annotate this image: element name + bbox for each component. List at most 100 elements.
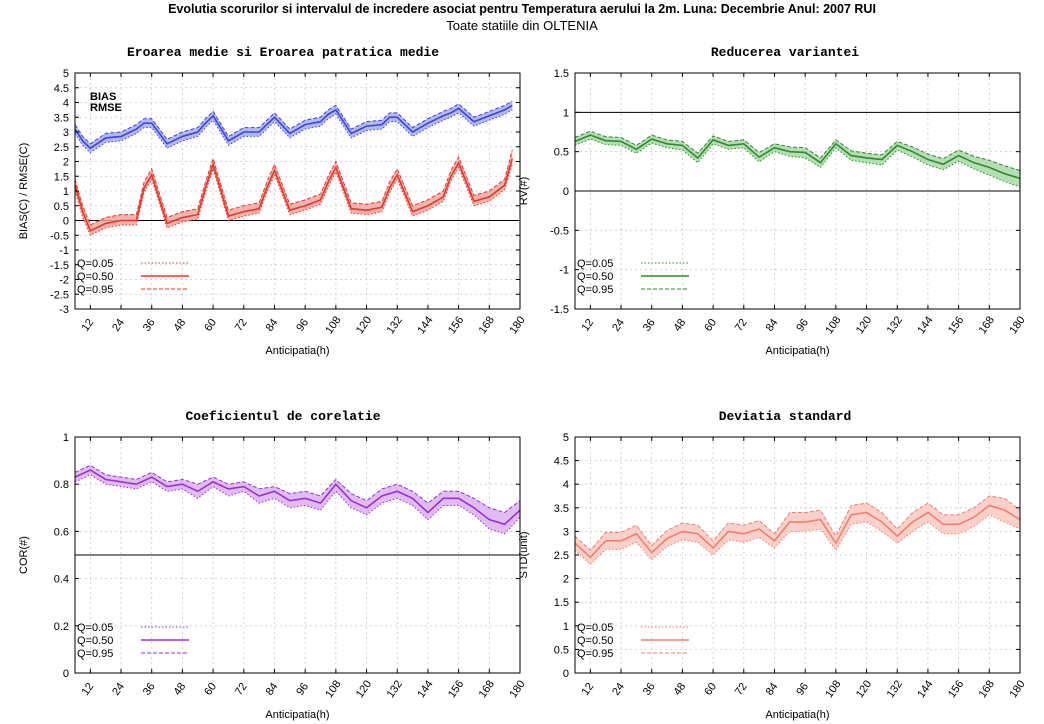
series-line-q05 [74,474,521,535]
y-tick-label: 1.5 [54,171,69,183]
y-tick-label: 0.4 [54,574,69,586]
confidence-band [575,496,1020,565]
panel-title: Deviatia standard [719,409,852,424]
x-tick-label: 120 [854,678,874,700]
confidence-band [75,101,513,153]
x-tick-label: 132 [885,678,905,700]
x-tick-label: 24 [610,681,627,698]
x-tick-label: 156 [946,678,966,700]
y-axis-label: COR(#) [18,536,30,574]
legend-label: Q=0.95 [77,284,113,296]
panel-title: Coeficientul de corelatie [185,409,380,424]
x-tick-label: 84 [764,317,781,334]
x-tick-label: 108 [323,678,343,700]
x-tick-label: 48 [672,681,689,698]
x-axis-label: Anticipatia(h) [265,345,329,357]
y-tick-label: 1 [63,186,69,198]
x-tick-label: 96 [794,681,811,698]
y-axis-label: STD(unit) [518,531,530,578]
series-label: RMSE [90,102,122,114]
x-tick-label: 132 [385,314,405,336]
y-tick-label: 0.5 [554,147,569,159]
y-tick-label: 0.5 [54,201,69,213]
series-line-q05 [574,138,1021,188]
x-tick-label: 60 [202,317,219,334]
x-tick-label: 72 [733,681,750,698]
y-tick-label: 1.5 [554,68,569,80]
y-tick-label: -1.5 [50,260,69,272]
y-tick-label: 0 [563,186,569,198]
panel-bias-rmse: Eroarea medie si Eroarea patratica medie… [18,45,528,357]
x-tick-label: 48 [172,317,189,334]
x-tick-label: 12 [579,317,596,334]
x-tick-label: 108 [323,314,343,336]
x-tick-label: 24 [110,317,127,334]
x-tick-label: 96 [294,317,311,334]
x-tick-label: 180 [1007,678,1027,700]
panel-title: Reducerea variantei [711,45,859,60]
y-tick-label: 2.5 [554,550,569,562]
y-tick-label: -1 [59,245,69,257]
x-tick-label: 36 [141,681,158,698]
x-tick-label: 108 [823,678,843,700]
x-tick-label: 144 [415,314,435,336]
x-tick-label: 24 [610,317,627,334]
x-tick-label: 96 [794,317,811,334]
x-tick-label: 120 [854,314,874,336]
legend-label: Q=0.50 [577,271,613,283]
y-tick-label: 5 [563,432,569,444]
x-tick-label: 48 [672,317,689,334]
x-tick-label: 84 [264,681,281,698]
legend-label: Q=0.50 [577,635,613,647]
figure-subtitle: Toate statiile din OLTENIA [446,18,598,33]
y-tick-label: -1 [559,265,569,277]
series-line-q50 [74,469,521,526]
x-tick-label: 72 [733,317,750,334]
series-label: BIAS [90,91,116,103]
legend-label: Q=0.50 [77,271,113,283]
y-tick-label: -1.5 [550,304,569,316]
legend-label: Q=0.05 [77,622,113,634]
x-tick-label: 36 [641,681,658,698]
y-tick-label: 4 [563,479,569,491]
x-tick-label: 168 [977,678,997,700]
x-tick-label: 12 [79,317,96,334]
y-tick-label: 5 [63,68,69,80]
y-tick-label: 2.5 [54,142,69,154]
x-tick-label: 12 [79,681,96,698]
y-tick-label: 4.5 [54,83,69,95]
x-tick-label: 180 [1007,314,1027,336]
series-line-q95 [574,130,1021,172]
y-axis-label: BIAS(C) / RMSE(C) [18,143,30,240]
x-tick-label: 120 [354,678,374,700]
y-tick-label: 0 [63,668,69,680]
series-line-q50 [74,158,514,232]
figure-title: Evolutia scorurilor si intervalul de inc… [168,2,876,16]
x-tick-label: 144 [415,678,435,700]
x-tick-label: 168 [477,314,497,336]
y-tick-label: 0 [563,668,569,680]
x-tick-label: 144 [915,678,935,700]
x-tick-label: 60 [702,317,719,334]
x-tick-label: 36 [641,317,658,334]
x-tick-label: 24 [110,681,127,698]
series-line-q05 [74,109,513,154]
x-tick-label: 132 [385,678,405,700]
confidence-band [575,131,1020,188]
series-line-q50 [74,104,513,150]
x-tick-label: 72 [233,681,250,698]
y-tick-label: 2 [563,574,569,586]
series-line-q50 [574,134,1021,180]
x-axis-label: Anticipatia(h) [765,709,829,721]
y-tick-label: -2.5 [50,289,69,301]
panel-title: Eroarea medie si Eroarea patratica medie [127,45,439,60]
series-line-q05 [74,164,513,236]
legend-label: Q=0.05 [577,258,613,270]
y-tick-label: 1 [563,107,569,119]
x-tick-label: 168 [977,314,997,336]
y-tick-label: 1.5 [554,597,569,609]
y-tick-label: 1 [563,621,569,633]
y-tick-label: 0.6 [54,526,69,538]
series-line-q95 [74,100,513,145]
